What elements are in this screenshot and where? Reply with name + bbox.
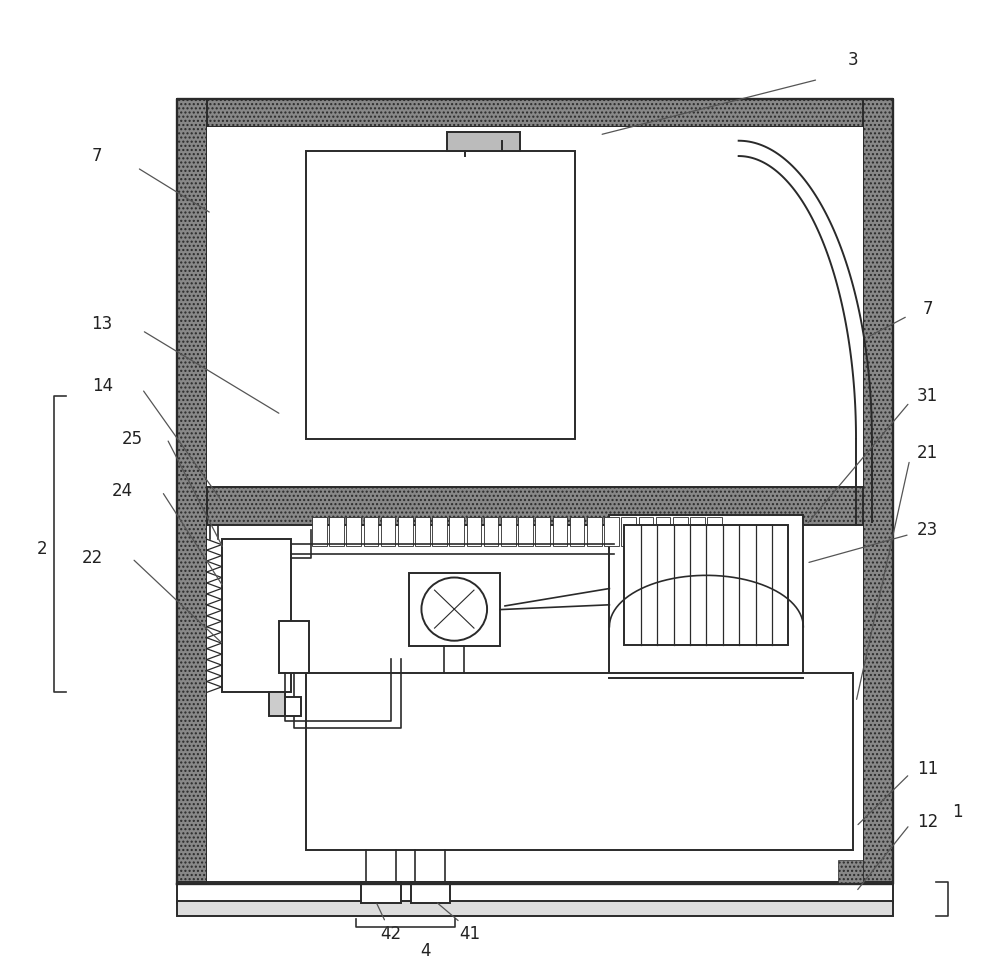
- Bar: [609, 515, 803, 678]
- Text: 22: 22: [82, 549, 103, 567]
- Text: 11: 11: [917, 760, 938, 778]
- Bar: [398, 517, 413, 546]
- Bar: [329, 517, 344, 546]
- Bar: [838, 860, 863, 884]
- Bar: [656, 517, 670, 546]
- Bar: [553, 517, 567, 546]
- Bar: [484, 517, 498, 546]
- Bar: [447, 132, 520, 152]
- Bar: [415, 517, 430, 546]
- Text: 12: 12: [917, 813, 938, 831]
- Bar: [306, 152, 575, 439]
- Bar: [177, 901, 893, 916]
- Bar: [467, 517, 481, 546]
- Text: 1: 1: [952, 803, 963, 821]
- Bar: [604, 517, 619, 546]
- Text: 7: 7: [922, 300, 933, 318]
- Bar: [411, 882, 450, 903]
- Text: 42: 42: [380, 924, 401, 943]
- Bar: [707, 517, 722, 546]
- Text: 7: 7: [92, 147, 103, 165]
- Bar: [279, 620, 309, 674]
- Bar: [207, 127, 863, 884]
- Bar: [285, 698, 301, 716]
- Bar: [639, 517, 653, 546]
- Bar: [222, 539, 291, 693]
- Bar: [432, 517, 447, 546]
- Bar: [409, 572, 500, 647]
- Bar: [269, 693, 285, 716]
- Bar: [621, 517, 636, 546]
- Bar: [587, 517, 602, 546]
- Bar: [312, 517, 327, 546]
- Text: 14: 14: [92, 377, 113, 395]
- Text: 4: 4: [420, 942, 431, 960]
- Text: 24: 24: [112, 482, 133, 500]
- Bar: [361, 882, 401, 903]
- Bar: [207, 127, 863, 486]
- Text: 23: 23: [917, 520, 938, 538]
- Bar: [177, 98, 207, 884]
- Bar: [863, 98, 893, 884]
- Bar: [177, 98, 893, 127]
- Text: 3: 3: [848, 51, 858, 69]
- Bar: [207, 525, 863, 884]
- Bar: [535, 517, 550, 546]
- Text: 2: 2: [37, 539, 48, 558]
- Text: 41: 41: [460, 924, 481, 943]
- Bar: [449, 517, 464, 546]
- Text: 21: 21: [917, 444, 938, 462]
- Bar: [690, 517, 705, 546]
- Bar: [381, 517, 395, 546]
- Text: 31: 31: [917, 387, 938, 404]
- Bar: [346, 517, 361, 546]
- Text: 13: 13: [92, 315, 113, 333]
- Bar: [207, 486, 863, 525]
- Bar: [570, 517, 584, 546]
- Bar: [624, 525, 788, 645]
- Text: 25: 25: [121, 429, 143, 448]
- Bar: [518, 517, 533, 546]
- Bar: [673, 517, 688, 546]
- Bar: [501, 517, 516, 546]
- Bar: [177, 882, 893, 903]
- Bar: [364, 517, 378, 546]
- Bar: [306, 674, 853, 850]
